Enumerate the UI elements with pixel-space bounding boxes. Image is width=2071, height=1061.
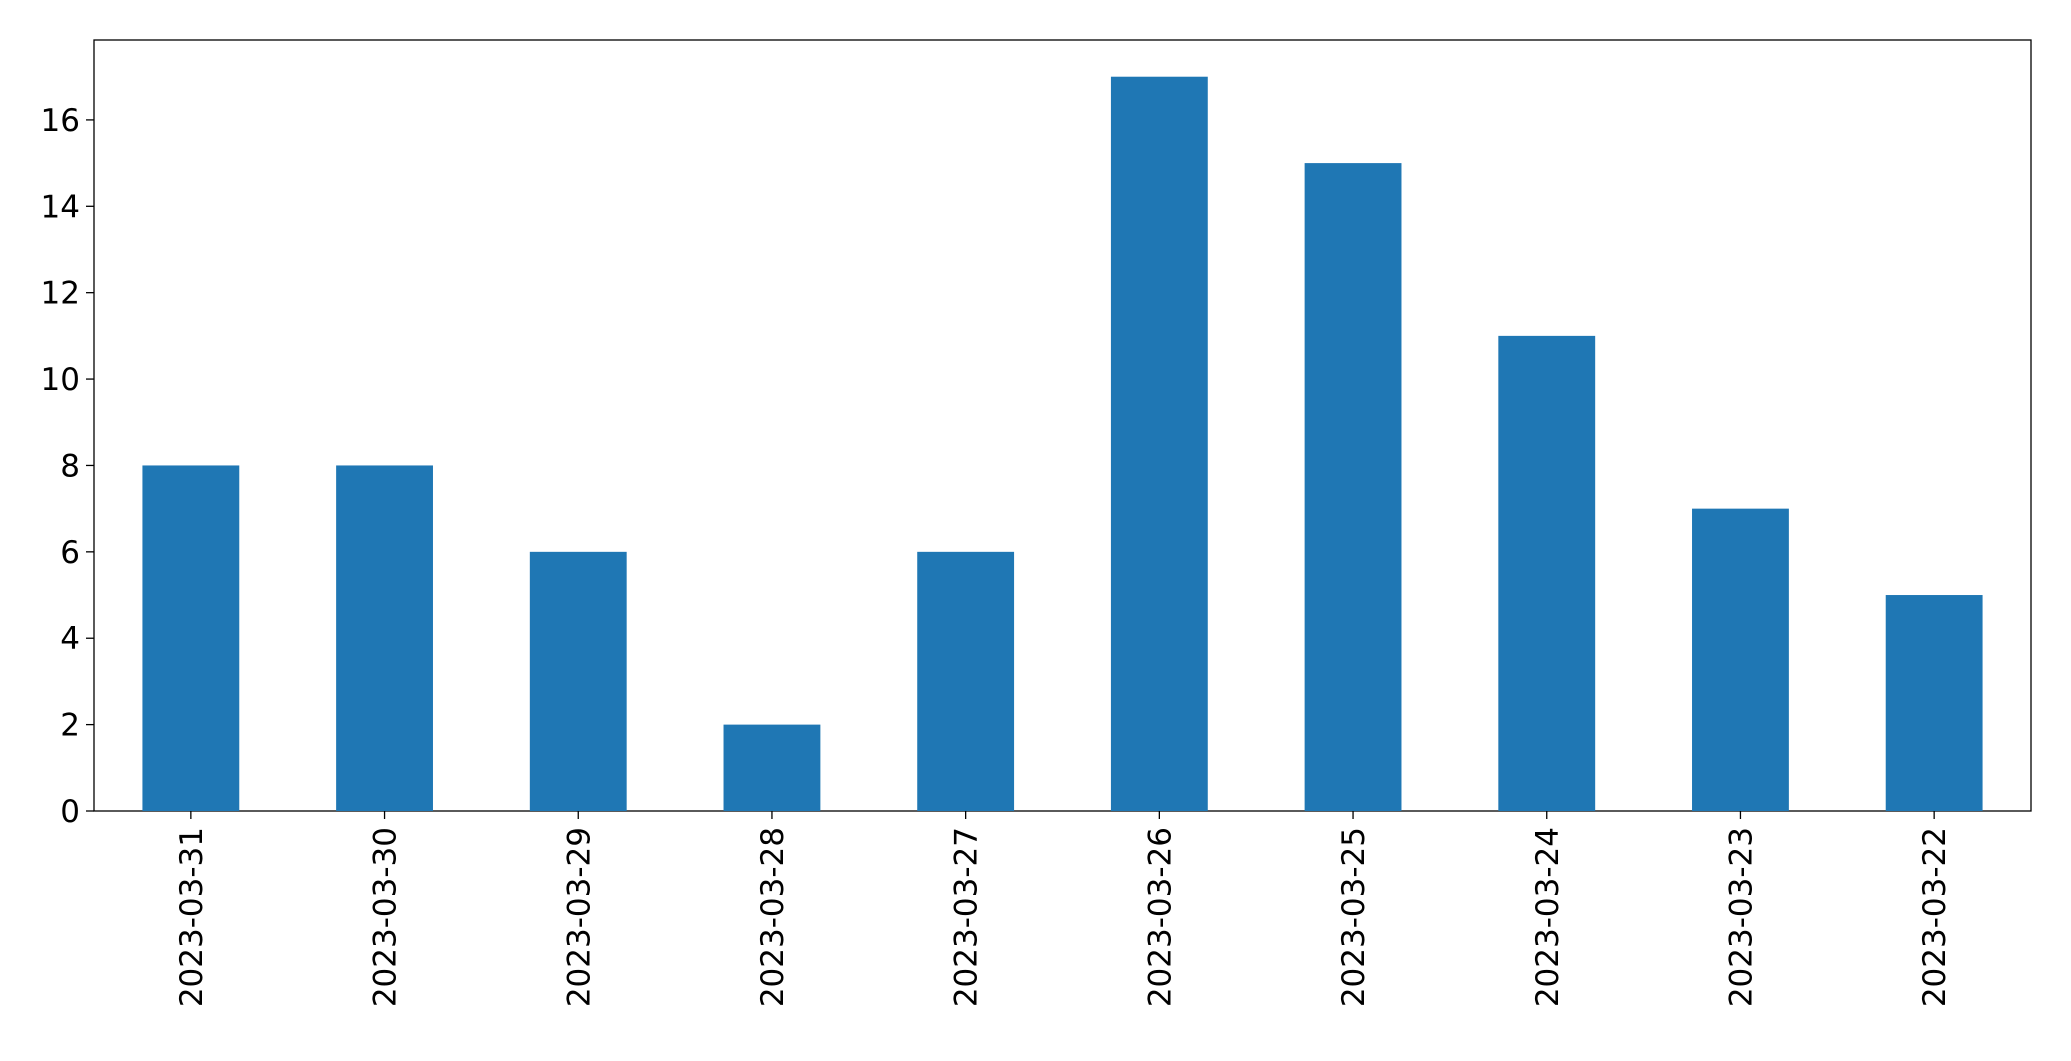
bar	[1498, 335, 1596, 811]
y-tick-label: 0	[60, 794, 80, 830]
bar	[1304, 163, 1402, 812]
x-tick-label: 2023-03-24	[1530, 827, 1566, 1007]
x-tick-label: 2023-03-28	[755, 827, 791, 1007]
x-tick-label: 2023-03-31	[174, 827, 210, 1007]
y-tick-label: 14	[41, 189, 80, 225]
x-tick-label: 2023-03-23	[1723, 827, 1759, 1007]
plot-frame	[93, 39, 2032, 812]
bar	[1110, 76, 1208, 811]
y-tick-label: 6	[60, 535, 80, 571]
bar	[917, 551, 1015, 811]
x-tick-label: 2023-03-29	[561, 827, 597, 1007]
y-tick-label: 12	[41, 276, 80, 312]
x-tick-label: 2023-03-26	[1142, 827, 1178, 1007]
y-tick-label: 4	[60, 621, 80, 657]
bar	[336, 465, 433, 811]
bar	[529, 551, 627, 811]
x-tick-label: 2023-03-27	[949, 827, 985, 1007]
bar	[1692, 508, 1789, 811]
x-tick-label: 2023-03-25	[1336, 827, 1372, 1007]
y-tick-label: 2	[60, 708, 80, 744]
y-tick-label: 8	[60, 448, 80, 484]
x-tick-label: 2023-03-30	[368, 827, 404, 1007]
bar	[723, 724, 821, 811]
bar	[1885, 595, 1983, 811]
y-tick-label: 10	[41, 362, 80, 398]
bar	[142, 465, 240, 811]
y-tick-label: 16	[41, 103, 80, 139]
x-tick-label: 2023-03-22	[1917, 827, 1953, 1007]
